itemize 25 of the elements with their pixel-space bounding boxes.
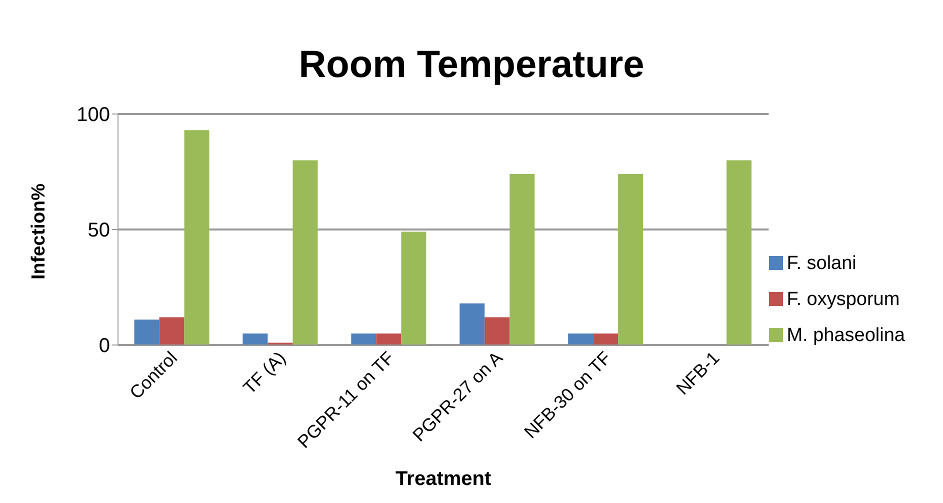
y-tick-label: 0: [98, 335, 110, 358]
legend-label: M. phaseolina: [786, 324, 905, 346]
bar: [484, 317, 510, 345]
legend-label: F. oxysporum: [786, 288, 900, 310]
bar: [618, 174, 644, 345]
bar: [401, 232, 426, 345]
bar: [568, 333, 594, 345]
x-tick-label: TF (A): [239, 348, 290, 398]
chart-title: Room Temperature: [298, 43, 646, 88]
bar: [134, 320, 160, 345]
bar: [242, 333, 268, 345]
bar: [159, 317, 184, 345]
y-tick-label: 50: [88, 220, 110, 242]
bar: [593, 333, 618, 345]
bar: [184, 130, 210, 345]
bar: [510, 174, 535, 345]
legend-label: F. solani: [786, 252, 856, 274]
bar: [351, 333, 376, 345]
bar: [292, 160, 318, 345]
y-tick-label: 100: [76, 104, 110, 126]
y-axis-title: Infection%: [28, 183, 50, 280]
bar: [376, 333, 402, 345]
x-axis-title: Treatment: [396, 468, 492, 490]
bar: [460, 303, 485, 345]
bar: [726, 160, 752, 345]
